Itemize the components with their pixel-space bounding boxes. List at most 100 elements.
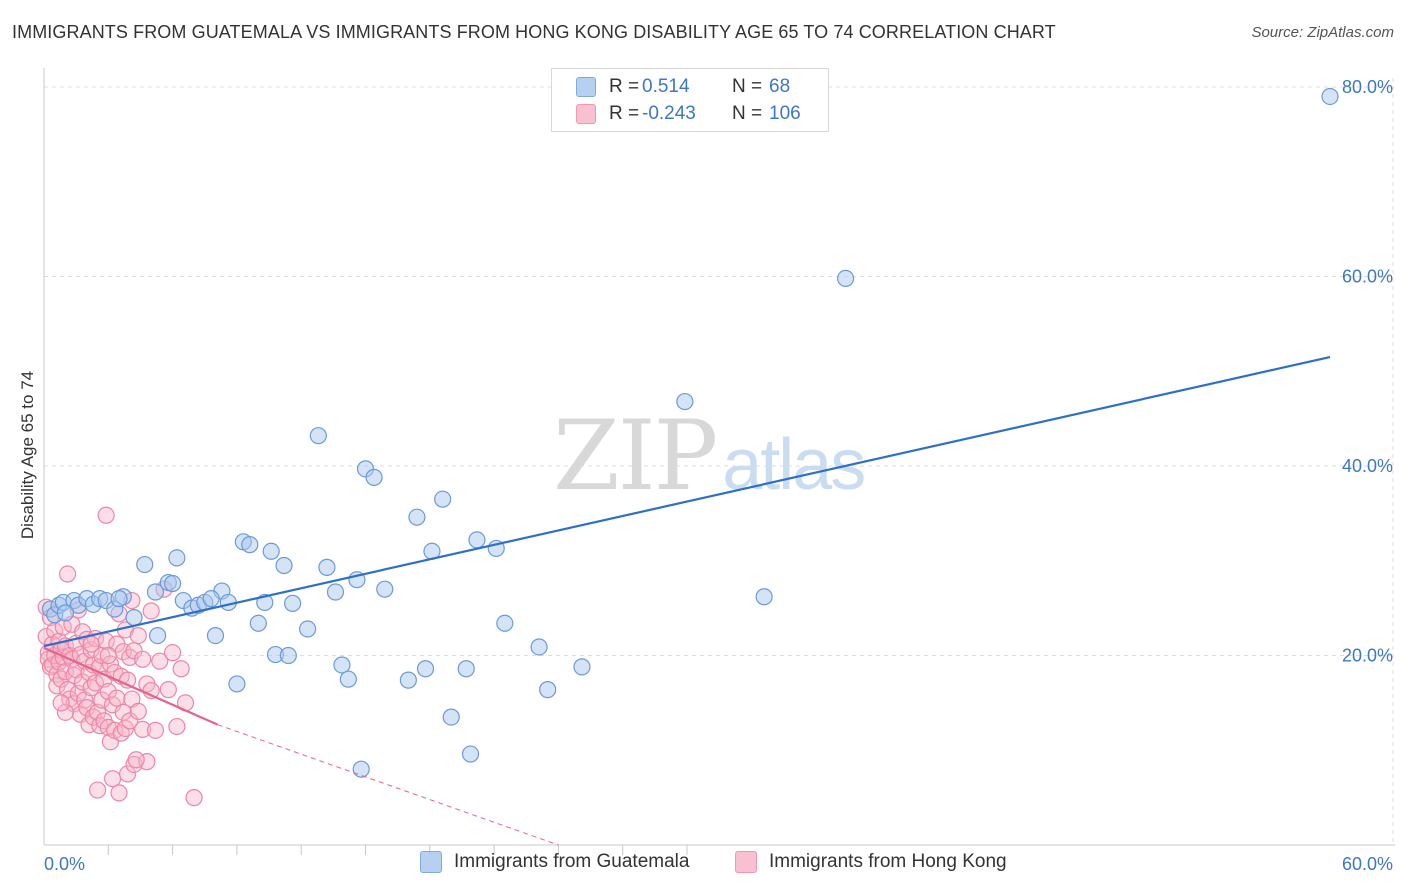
n-label: N = (732, 103, 763, 124)
hongkong-point (146, 721, 165, 739)
hongkong-point (97, 506, 115, 524)
guatemala-point (573, 658, 591, 676)
x-tick-label: 60.0% (1342, 854, 1393, 874)
hongkong-point (56, 703, 75, 721)
n-label: N = (732, 76, 763, 97)
hongkong-point (99, 682, 117, 701)
r-value: -0.243 (642, 103, 696, 124)
guatemala-point (228, 675, 246, 693)
hongkong-point (82, 635, 100, 653)
guatemala-point (318, 558, 336, 576)
guatemala-points (41, 87, 1339, 778)
legend-item-guatemala: Immigrants from Guatemala (420, 851, 689, 873)
hongkong-point (118, 765, 137, 783)
hongkong-point (133, 650, 152, 668)
tick-labels: 20.0% 40.0% 60.0% 80.0% 0.0% 60.0% (44, 77, 1393, 874)
n-value: 106 (769, 103, 801, 124)
hongkong-point (133, 720, 152, 739)
guatemala-point (241, 536, 259, 554)
legend-label-hongkong: Immigrants from Hong Kong (769, 851, 1007, 872)
hongkong-point (127, 751, 145, 769)
guatemala-point (299, 620, 317, 638)
grid-lines (44, 78, 1395, 845)
hongkong-point (138, 753, 156, 771)
guatemala-point (496, 614, 514, 632)
guatemala-point (408, 508, 426, 526)
hongkong-point (172, 660, 190, 678)
guatemala-trend-line (43, 355, 1331, 648)
legend-item-hongkong: Immigrants from Hong Kong (735, 851, 1007, 873)
trend-lines (43, 355, 1331, 846)
axes (43, 68, 1395, 855)
hongkong-point (129, 702, 147, 721)
watermark: ZIPatlas (553, 400, 866, 512)
hongkong-point (121, 712, 139, 730)
guatemala-point (146, 583, 165, 601)
hongkong-point (93, 691, 111, 709)
watermark-zip: ZIP (553, 400, 718, 512)
hongkong-point (142, 602, 160, 620)
hongkong-point (159, 681, 177, 699)
guatemala-point (279, 646, 297, 665)
correlation-legend: R = 0.514 N = 68 R = -0.243 N = 106 (551, 68, 829, 132)
hongkong-point (73, 673, 92, 691)
guatemala-point (755, 588, 773, 606)
guatemala-point (352, 760, 370, 778)
y-tick-label: 80.0% (1342, 77, 1393, 97)
guatemala-point (148, 627, 167, 645)
guatemala-point (125, 608, 143, 627)
guatemala-point (416, 660, 435, 678)
hongkong-point (78, 699, 96, 717)
y-tick-label: 40.0% (1342, 456, 1393, 476)
hongkong-point (99, 646, 117, 665)
chart-title: IMMIGRANTS FROM GUATEMALA VS IMMIGRANTS … (12, 22, 1056, 42)
guatemala-point (168, 549, 186, 567)
r-label: R = (609, 103, 640, 124)
guatemala-point (468, 531, 486, 549)
hongkong-point (88, 781, 107, 799)
guatemala-point (376, 580, 394, 598)
hongkong-trend-extension (217, 724, 559, 846)
legend-label-guatemala: Immigrants from Guatemala (454, 851, 690, 872)
hongkong-point (151, 652, 169, 670)
guatemala-point (326, 583, 345, 601)
guatemala-point (442, 708, 460, 726)
y-tick-label: 60.0% (1342, 267, 1393, 287)
guatemala-point (676, 392, 694, 411)
hongkong-point (185, 789, 203, 807)
n-value: 68 (769, 76, 791, 97)
source-label: Source: ZipAtlas.com (1251, 24, 1394, 41)
y-axis-label: Disability Age 65 to 74 (18, 370, 37, 540)
hongkong-swatch (735, 851, 757, 873)
hongkong-point (168, 717, 186, 736)
guatemala-point (457, 660, 475, 678)
watermark-atlas: atlas (722, 425, 866, 505)
hongkong-point (52, 694, 70, 712)
guatemala-point (333, 656, 351, 674)
y-tick-label: 20.0% (1342, 646, 1393, 666)
guatemala-point (365, 468, 383, 486)
hongkong-point (108, 689, 126, 707)
guatemala-point (164, 574, 182, 593)
guatemala-point (202, 590, 220, 608)
guatemala-point (461, 745, 480, 763)
guatemala-point (206, 627, 225, 645)
hongkong-point (86, 674, 105, 692)
guatemala-point (837, 269, 855, 287)
legend-row-guatemala: R = 0.514 N = 68 (576, 74, 790, 100)
guatemala-point (309, 427, 327, 445)
hongkong-point (129, 627, 147, 645)
hongkong-point (164, 644, 182, 662)
guatemala-point (434, 490, 452, 508)
guatemala-point (539, 681, 557, 699)
guatemala-point (249, 614, 267, 632)
r-value: 0.514 (642, 76, 690, 97)
guatemala-point (275, 556, 293, 575)
guatemala-point (262, 542, 280, 560)
guatemala-point (530, 638, 548, 656)
guatemala-swatch (576, 77, 596, 97)
guatemala-point (110, 590, 128, 608)
r-label: R = (609, 76, 640, 97)
x-tick-label: 0.0% (44, 854, 85, 874)
